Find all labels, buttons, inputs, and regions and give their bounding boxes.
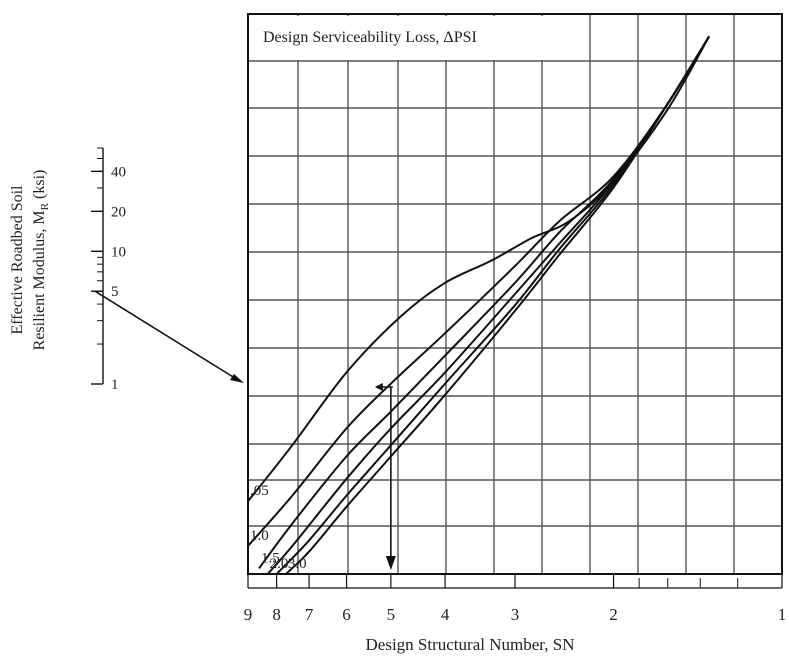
x-tick-label: 3 <box>511 605 520 624</box>
title-box <box>250 16 565 60</box>
chart-grid <box>248 14 782 574</box>
x-tick-label: 8 <box>272 605 281 624</box>
x-tick-label: 2 <box>609 605 618 624</box>
mr-label-text: Resilient Modulus, M <box>31 210 48 350</box>
mr-tick-label: 40 <box>111 164 126 180</box>
mr-tick-label: 1 <box>111 377 119 393</box>
curve-10 <box>247 35 710 547</box>
mr-tick-label: 5 <box>111 284 119 300</box>
x-tick-label: 7 <box>305 605 314 624</box>
x-tick-label: 1 <box>778 605 787 624</box>
curve-05 <box>247 35 710 502</box>
mr-label-line2: Resilient Modulus, MR (ksi) <box>31 170 51 351</box>
x-axis-label: Design Structural Number, SN <box>366 635 575 654</box>
example-path <box>94 290 396 570</box>
curve-label: 2.0 <box>270 556 289 572</box>
chart-title: Design Serviceability Loss, ΔPSI <box>263 29 477 46</box>
curve-label: .05 <box>250 483 269 499</box>
curve-label: 1.5 <box>261 550 280 566</box>
curve-group <box>247 35 710 575</box>
curve-label: 3.0 <box>288 556 307 572</box>
curve-label-group: .05 1.0 1.52.0 3.0 <box>250 483 307 572</box>
curve-30 <box>285 35 710 575</box>
x-tick-label: 5 <box>387 605 396 624</box>
example-arrowhead-curve <box>374 383 383 391</box>
mr-label-unit: (ksi) <box>31 170 48 203</box>
mr-label-line1: Effective Roadbed Soil <box>9 185 26 335</box>
mr-tick-label: 20 <box>111 204 126 220</box>
example-line-to-pivot <box>94 290 239 381</box>
x-tick-label: 4 <box>441 605 450 624</box>
x-tick-label: 6 <box>342 605 351 624</box>
example-arrowhead-sn <box>385 556 396 570</box>
example-arrowhead-pivot <box>230 374 244 383</box>
mr-scale: 40 20 10 5 1 <box>91 147 126 393</box>
curve-20 <box>266 35 710 575</box>
mr-label-subscript: R <box>39 202 51 210</box>
x-tick-label: 9 <box>244 605 253 624</box>
curve-label: 1.0 <box>250 528 269 544</box>
mr-scale-label: Effective Roadbed Soil Resilient Modulus… <box>9 170 51 351</box>
mr-tick-label: 10 <box>111 244 126 260</box>
curve-15 <box>258 35 710 569</box>
